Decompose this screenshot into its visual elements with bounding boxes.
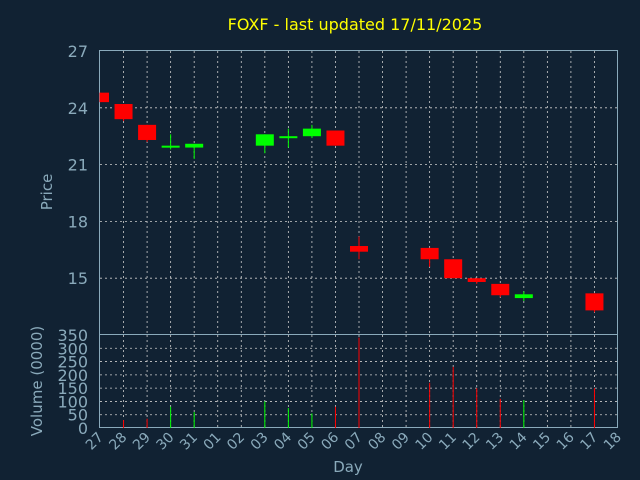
x-tick-label: 02 xyxy=(224,430,248,454)
candle-body xyxy=(114,104,133,120)
candles xyxy=(99,92,604,313)
x-tick-label: 31 xyxy=(177,430,201,454)
volume-tick-label: 350 xyxy=(57,326,88,345)
x-tick-label: 18 xyxy=(601,430,625,454)
x-tick-label: 03 xyxy=(248,430,272,454)
candle-body xyxy=(302,128,321,137)
candle-body xyxy=(138,124,157,140)
price-tick-label: 24 xyxy=(68,99,88,118)
volume-axis-label: Volume (0000) xyxy=(28,326,46,436)
candle-body xyxy=(350,246,368,252)
x-tick-label: 14 xyxy=(507,429,531,453)
price-tick-label: 21 xyxy=(68,156,88,175)
candle-body xyxy=(279,136,298,139)
x-tick-label: 06 xyxy=(318,429,342,453)
x-tick-label: 13 xyxy=(483,430,507,454)
candle-body xyxy=(161,145,180,148)
x-tick-label: 04 xyxy=(271,429,295,453)
volume-bars xyxy=(123,337,595,428)
candle-body xyxy=(467,278,486,282)
volume-tick-label: 150 xyxy=(57,379,88,398)
volume-tick-label: 200 xyxy=(57,366,88,385)
x-axis-label: Day xyxy=(333,458,363,476)
volume-tick-label: 100 xyxy=(57,392,88,411)
candle-body xyxy=(514,294,533,299)
x-tick-label: 12 xyxy=(460,430,484,454)
x-tick-label: 07 xyxy=(342,430,366,454)
volume-tick-label: 300 xyxy=(57,339,88,358)
chart-title: FOXF - last updated 17/11/2025 xyxy=(228,15,483,34)
x-tick-label: 09 xyxy=(389,430,413,454)
candle-body xyxy=(100,92,109,103)
candle-body xyxy=(326,130,345,146)
price-tick-label: 18 xyxy=(68,212,88,231)
x-tick-label: 10 xyxy=(413,430,437,454)
price-plot-frame xyxy=(99,50,618,335)
x-tick-label: 15 xyxy=(530,430,554,454)
volume-tick-label: 250 xyxy=(57,353,88,372)
price-tick-label: 15 xyxy=(68,269,88,288)
candle-body xyxy=(255,134,274,146)
x-tick-label: 29 xyxy=(130,430,154,454)
price-axis-label: Price xyxy=(38,174,56,211)
x-tick-label: 01 xyxy=(201,430,225,454)
candle-body xyxy=(420,247,439,260)
candle-body xyxy=(491,283,510,296)
x-tick-label: 30 xyxy=(154,430,178,454)
volume-tick-label: 50 xyxy=(68,406,88,425)
volume-tick-label: 0 xyxy=(78,419,88,438)
price-panel: 15 18 21 24 27 Price xyxy=(38,42,618,335)
x-tick-label: 16 xyxy=(554,429,578,453)
x-tick-label: 11 xyxy=(436,430,460,454)
x-tick-label: 28 xyxy=(106,430,130,454)
x-tick-label: 08 xyxy=(365,430,389,454)
candle-body xyxy=(444,259,463,279)
x-tick-label: 05 xyxy=(295,430,319,454)
candle-body xyxy=(585,293,604,311)
price-grid xyxy=(100,51,618,335)
price-tick-label: 27 xyxy=(68,42,88,61)
candle-body xyxy=(185,143,204,148)
x-tick-labels: 27 28 29 30 31 01 02 03 04 05 06 07 08 09 10 11 12 13 14 15… xyxy=(83,429,625,453)
x-tick-label: 17 xyxy=(577,430,601,454)
price-y-ticks: 15 18 21 24 27 xyxy=(68,42,88,288)
